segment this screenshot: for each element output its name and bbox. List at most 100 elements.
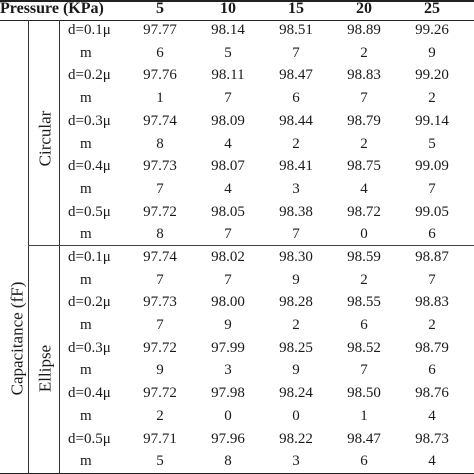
row-label: m — [80, 408, 92, 424]
section-separator — [28, 245, 474, 246]
row-label: m — [80, 317, 92, 333]
table-cell: 98.9 — [468, 432, 474, 447]
table-cell: 99.0 — [468, 341, 474, 356]
table-cell: 98.83 — [415, 294, 449, 310]
table-cell: 6 — [428, 226, 436, 242]
table-cell: 4 — [468, 363, 474, 378]
table-cell: 98.79 — [415, 340, 449, 356]
table-cell: 2 — [156, 408, 164, 424]
table-cell: 3 — [292, 181, 300, 197]
table-cell: 97.72 — [143, 204, 177, 220]
header-rule — [0, 20, 474, 21]
table-cell: 4 — [224, 136, 232, 152]
table-cell: 7 — [224, 90, 232, 106]
table-cell: 7 — [360, 362, 368, 378]
row-label: m — [80, 453, 92, 469]
table-cell: 97.76 — [143, 67, 177, 83]
capacitance-group-label: Capacitance (fF) — [7, 281, 27, 396]
row-label: m — [80, 272, 92, 288]
table-cell: 99.0 — [468, 386, 474, 401]
table-cell: 0 — [468, 46, 474, 61]
table-cell: 0 — [468, 318, 474, 333]
table-cell: 7 — [156, 272, 164, 288]
table-cell: 98.79 — [347, 113, 381, 129]
table-cell: 0 — [224, 408, 232, 424]
table-cell: 4 — [360, 181, 368, 197]
table-cell: 7 — [156, 317, 164, 333]
table-cell: 7 — [428, 181, 436, 197]
table-cell: 98.47 — [347, 431, 381, 447]
table-cell: 98.75 — [347, 158, 381, 174]
table-cell: 97.71 — [143, 431, 177, 447]
row-label: m — [80, 226, 92, 242]
table-cell: 98.22 — [279, 431, 313, 447]
table-cell: 98.02 — [211, 249, 245, 265]
table-cell: 7 — [156, 181, 164, 197]
table-cell: 98.11 — [211, 67, 245, 83]
section-label-ellipse: Ellipse — [35, 344, 55, 393]
table-cell: 98.05 — [211, 204, 245, 220]
table-cell: 97.73 — [143, 294, 177, 310]
table-cell: 98.59 — [347, 249, 381, 265]
table-cell: 98.28 — [279, 294, 313, 310]
row-label: d=0.2μ — [68, 294, 111, 310]
row-label: d=0.4μ — [68, 158, 111, 174]
row-label: m — [80, 181, 92, 197]
row-label: d=0.3μ — [68, 113, 111, 129]
table-cell: 6 — [428, 362, 436, 378]
table-cell: 1 — [468, 137, 474, 152]
table-cell: 5 — [156, 453, 164, 469]
table-cell: 2 — [292, 136, 300, 152]
table-cell: 8 — [468, 409, 474, 424]
table-cell: 99.56 — [468, 68, 474, 83]
table-cell: 7 — [292, 45, 300, 61]
table-cell: 99.3 — [468, 205, 474, 220]
table-cell: 9 — [468, 454, 474, 469]
table-cell: 98.89 — [347, 22, 381, 38]
table-cell: 99.4 — [468, 159, 474, 174]
table-cell: 98.76 — [415, 385, 449, 401]
pressure-header: Pressure (KPa) — [0, 0, 104, 17]
table-cell: 98.55 — [347, 294, 381, 310]
table-cell: 5 — [428, 136, 436, 152]
pressure-column-header: 10 — [220, 0, 236, 17]
pressure-column-header: 25 — [424, 0, 440, 17]
table-cell: 98.38 — [279, 204, 313, 220]
table-cell: 98.07 — [211, 158, 245, 174]
table-cell: 97.74 — [143, 249, 177, 265]
table-cell: 98.87 — [415, 249, 449, 265]
table-cell: 97.73 — [143, 158, 177, 174]
table-cell: 98.24 — [279, 385, 313, 401]
row-label: m — [80, 362, 92, 378]
table-cell: 7 — [224, 272, 232, 288]
pressure-column-header: 15 — [288, 0, 304, 17]
table-cell: 4 — [224, 181, 232, 197]
table-cell: 99.14 — [415, 113, 449, 129]
table-cell: 99.50 — [468, 114, 474, 129]
pressure-column-header: 5 — [156, 0, 164, 17]
table-cell: 99.20 — [415, 67, 449, 83]
table-cell: 3 — [468, 227, 474, 242]
row-label: d=0.4μ — [68, 385, 111, 401]
table-cell: 0 — [292, 408, 300, 424]
row-label: d=0.2μ — [68, 67, 111, 83]
table-cell: 99.26 — [415, 22, 449, 38]
table-cell: 4 — [428, 408, 436, 424]
table-cell: 4 — [428, 453, 436, 469]
table-cell: 1 — [156, 90, 164, 106]
table-cell: 99.1 — [468, 295, 474, 310]
table-cell: 1 — [360, 408, 368, 424]
row-label: m — [80, 45, 92, 61]
table-cell: 98.44 — [279, 113, 313, 129]
table-cell: 0 — [360, 226, 368, 242]
table-cell: 97.98 — [211, 385, 245, 401]
table-cell: 9 — [428, 45, 436, 61]
table-cell: 97.99 — [211, 340, 245, 356]
table-cell: 8 — [224, 453, 232, 469]
table-cell: 98.72 — [347, 204, 381, 220]
table-cell: 98.09 — [211, 113, 245, 129]
table-cell: 99.09 — [415, 158, 449, 174]
table-cell: 98.83 — [347, 67, 381, 83]
row-label: d=0.5μ — [68, 431, 111, 447]
